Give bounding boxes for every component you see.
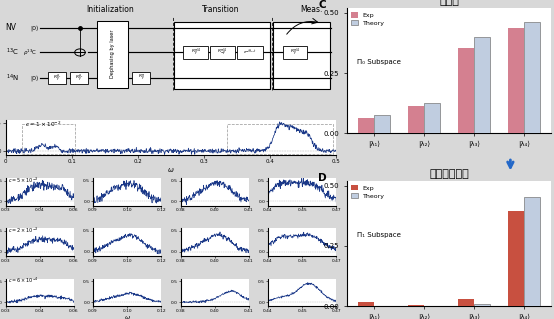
Bar — [408, 305, 424, 306]
Bar — [22, 124, 75, 154]
Bar — [508, 28, 524, 133]
Text: $c=5\times10^{-3}$: $c=5\times10^{-3}$ — [8, 175, 39, 185]
Title: 处理前: 处理前 — [439, 0, 459, 6]
Text: Π₁ Subspace: Π₁ Subspace — [357, 232, 401, 238]
FancyBboxPatch shape — [183, 46, 208, 59]
FancyBboxPatch shape — [173, 22, 270, 89]
Text: NV: NV — [6, 24, 17, 33]
Bar — [358, 302, 375, 306]
X-axis label: $\omega$: $\omega$ — [167, 166, 175, 174]
Text: D: D — [319, 174, 327, 183]
Legend: Exp, Theory: Exp, Theory — [350, 184, 386, 200]
Text: $R_y^{\theta_1}$: $R_y^{\theta_1}$ — [53, 72, 61, 84]
Text: $c=6\times10^{-4}$: $c=6\times10^{-4}$ — [8, 276, 39, 285]
Bar — [474, 37, 490, 133]
Bar — [358, 118, 375, 133]
FancyBboxPatch shape — [48, 72, 66, 84]
Text: Meas.: Meas. — [300, 5, 323, 14]
Text: $R_y^{\pi}$: $R_y^{\pi}$ — [137, 73, 145, 83]
Text: $^{14}$N: $^{14}$N — [6, 72, 18, 84]
Bar — [524, 22, 540, 133]
Text: Initialization: Initialization — [86, 5, 134, 14]
Text: C: C — [319, 0, 326, 11]
Bar — [227, 124, 333, 154]
Text: Π₀ Subspace: Π₀ Subspace — [357, 59, 401, 65]
Text: $^{13}$C: $^{13}$C — [6, 47, 18, 58]
FancyBboxPatch shape — [273, 22, 330, 89]
Text: $R_y^{\pi/4}$: $R_y^{\pi/4}$ — [191, 47, 201, 58]
FancyBboxPatch shape — [283, 46, 307, 59]
Text: $c=1\times10^{-2}$: $c=1\times10^{-2}$ — [25, 119, 62, 129]
Text: $\rho^{13}$C: $\rho^{13}$C — [23, 47, 37, 58]
Bar — [458, 48, 474, 133]
Bar — [424, 103, 440, 133]
Bar — [458, 299, 474, 306]
Text: |0⟩: |0⟩ — [30, 25, 39, 31]
FancyBboxPatch shape — [96, 21, 128, 88]
Legend: Exp, Theory: Exp, Theory — [350, 11, 386, 27]
Text: $R_{-y}^{\pi/4}$: $R_{-y}^{\pi/4}$ — [217, 47, 227, 58]
Text: |0⟩: |0⟩ — [30, 75, 39, 81]
Text: $R_y^{\theta_2}$: $R_y^{\theta_2}$ — [75, 72, 83, 84]
X-axis label: $\omega$: $\omega$ — [124, 315, 131, 319]
FancyBboxPatch shape — [70, 72, 88, 84]
Bar — [524, 197, 540, 306]
Bar — [375, 115, 391, 133]
FancyBboxPatch shape — [132, 72, 150, 84]
Text: Transition: Transition — [202, 5, 239, 14]
Bar — [474, 304, 490, 306]
Title: 提取主要成分: 提取主要成分 — [429, 169, 469, 179]
Text: $c=2\times10^{-3}$: $c=2\times10^{-3}$ — [8, 226, 39, 235]
Bar — [508, 211, 524, 306]
Text: $R_y^{\pi/4}$: $R_y^{\pi/4}$ — [290, 47, 300, 58]
FancyBboxPatch shape — [237, 46, 263, 59]
Text: Dephasing by laser: Dephasing by laser — [110, 29, 115, 78]
FancyBboxPatch shape — [210, 46, 234, 59]
Bar — [408, 106, 424, 133]
Text: $e^{-iH_{\rm NV}t}$: $e^{-iH_{\rm NV}t}$ — [243, 48, 257, 57]
